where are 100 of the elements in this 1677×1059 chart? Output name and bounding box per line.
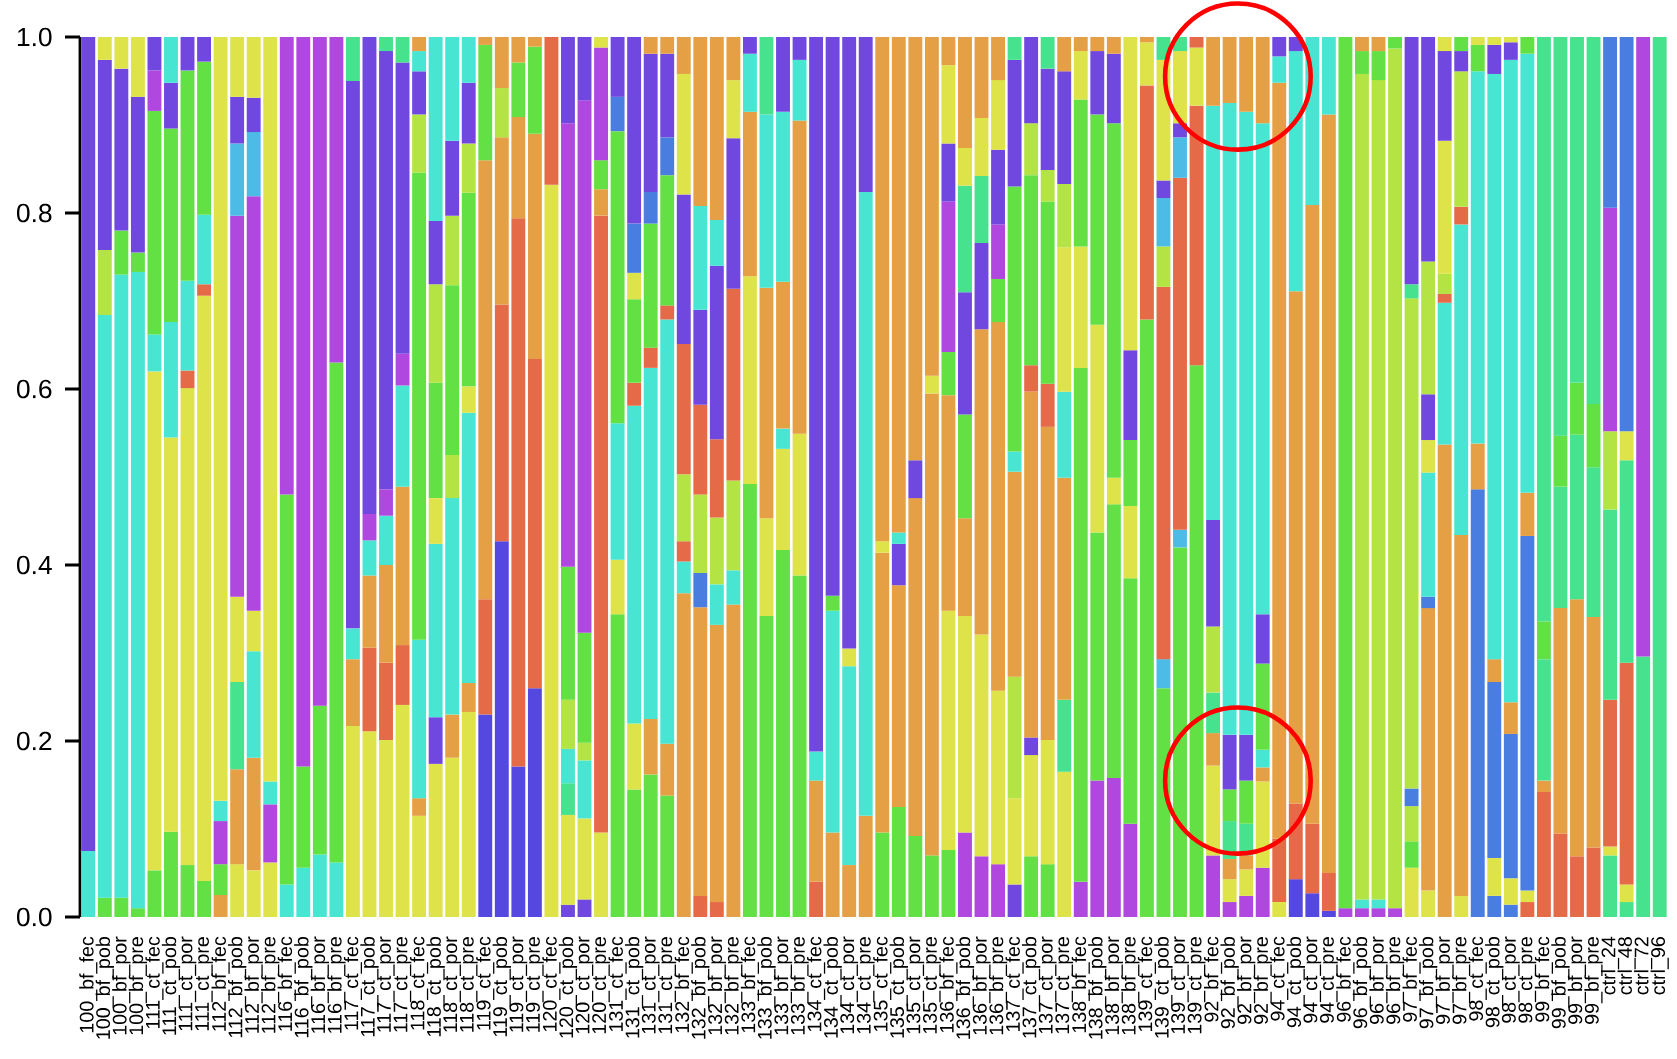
bar: [312, 37, 327, 706]
bar: [230, 143, 245, 216]
x-tick-label: 118_ct_pre: [459, 937, 478, 1032]
bar: [1040, 864, 1055, 917]
bar: [379, 51, 393, 490]
bar: [1619, 902, 1634, 917]
bar: [1421, 596, 1436, 609]
bar: [1586, 403, 1601, 468]
bar: [1239, 111, 1254, 735]
bar: [428, 37, 443, 221]
bar: [676, 474, 691, 542]
bar: [197, 214, 212, 285]
bar: [164, 322, 178, 438]
bar: [1156, 180, 1171, 199]
bar: [1355, 73, 1369, 900]
bar: [296, 867, 311, 917]
bar: [1470, 71, 1485, 444]
bar: [1173, 177, 1187, 530]
bar: [379, 662, 393, 741]
bar: [1255, 663, 1270, 750]
bar: [1173, 137, 1187, 178]
bar: [974, 856, 989, 917]
x-tick-label: 117_ct_pob: [360, 937, 379, 1037]
bar: [1421, 472, 1436, 597]
bar: [643, 37, 658, 54]
bar: [693, 404, 708, 495]
bar: [428, 543, 443, 718]
bar: [1057, 477, 1072, 700]
bar: [395, 385, 410, 487]
bar: [1586, 467, 1601, 617]
bar: [842, 666, 857, 866]
bar: [1603, 846, 1618, 856]
bar: [1239, 734, 1254, 781]
bar: [164, 437, 178, 832]
bar: [958, 518, 972, 617]
bar: [180, 865, 195, 917]
bar: [1189, 105, 1204, 366]
bar: [1503, 904, 1518, 917]
bar: [1404, 298, 1419, 789]
bar: [660, 795, 675, 917]
x-tick-label: 119_ct_pre: [525, 937, 544, 1032]
bar: [114, 897, 129, 917]
bar: [1553, 37, 1568, 436]
bar: [1636, 37, 1651, 657]
bar: [1586, 847, 1601, 917]
bar: [1570, 37, 1584, 383]
bar: [230, 96, 245, 144]
bar: [147, 334, 162, 372]
bar: [494, 88, 509, 138]
bar: [461, 412, 476, 683]
y-tick-label: 1.0: [17, 27, 52, 47]
bar: [445, 215, 460, 286]
x-tick-label: 96_bf_por: [1369, 936, 1388, 1024]
bar: [1305, 893, 1320, 917]
x-tick-label: 135_ct_pre: [922, 937, 941, 1034]
bar: [345, 628, 360, 660]
bar: [1007, 676, 1022, 799]
bar: [180, 388, 195, 866]
bar: [809, 881, 824, 917]
bar: [1057, 71, 1072, 184]
bar: [660, 137, 675, 176]
bar: [1255, 749, 1270, 768]
bar: [643, 223, 658, 348]
bar: [1123, 440, 1138, 507]
bar: [1636, 656, 1651, 917]
bar: [1603, 37, 1618, 208]
bar: [709, 439, 724, 518]
y-tick-label: 0.8: [16, 203, 52, 223]
bar: [941, 850, 956, 917]
bar: [527, 359, 542, 689]
bar: [494, 304, 509, 542]
bar: [742, 484, 757, 917]
bar: [1206, 105, 1221, 521]
bar: [379, 37, 393, 52]
x-tick-label: 117_ct_por: [377, 936, 395, 1032]
bar: [1371, 80, 1386, 900]
bar: [395, 486, 410, 646]
bar: [709, 220, 724, 266]
bar: [511, 117, 526, 219]
bar: [958, 37, 972, 148]
bar: [494, 541, 509, 917]
bar: [858, 191, 873, 816]
bar: [941, 395, 956, 611]
bar: [941, 352, 956, 396]
bar: [345, 37, 360, 81]
x-tick-label: 139_ct_fec: [1137, 936, 1156, 1032]
bar: [1371, 908, 1386, 917]
bar: [1570, 434, 1584, 600]
bar: [792, 575, 807, 917]
bar: [164, 831, 178, 917]
bar: [1206, 733, 1221, 766]
bar: [1603, 855, 1618, 917]
bar: [197, 295, 212, 881]
bar: [1139, 319, 1154, 917]
bar: [478, 599, 493, 715]
bar: [1206, 520, 1221, 627]
bar: [1024, 755, 1039, 857]
bar: [627, 789, 642, 917]
bar: [197, 61, 212, 215]
bar: [412, 37, 427, 52]
